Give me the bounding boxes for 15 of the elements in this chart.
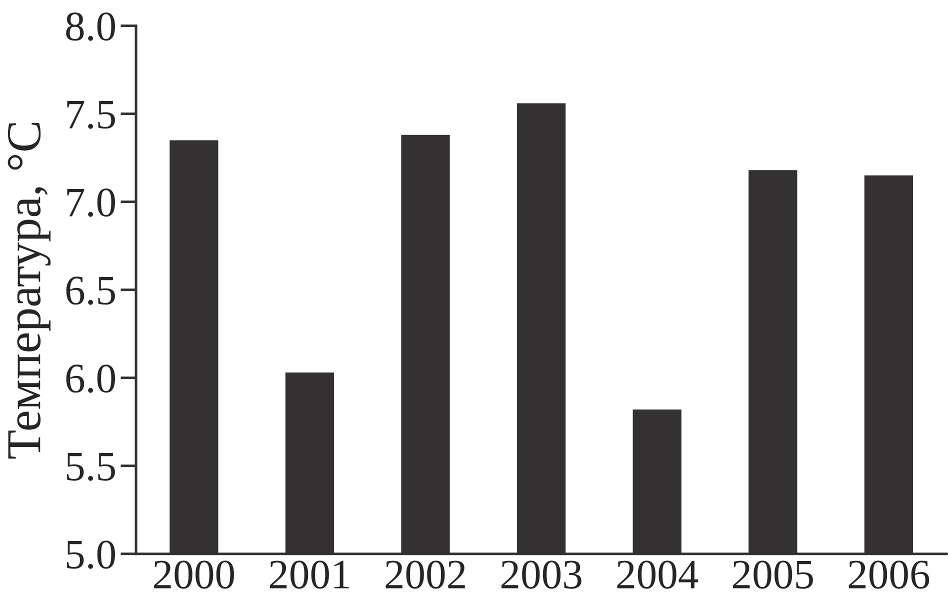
y-tick-label: 7.5 bbox=[67, 100, 115, 129]
x-tick-label: 2006 bbox=[848, 560, 930, 589]
y-axis-title: Температура, °C bbox=[8, 122, 51, 459]
y-tick-label: 7.0 bbox=[67, 188, 116, 217]
y-tick-label: 5.0 bbox=[66, 540, 116, 569]
x-tick-label: 2000 bbox=[154, 560, 234, 589]
x-tick-label: 2001 bbox=[270, 560, 349, 589]
y-tick-label: 8.0 bbox=[66, 12, 116, 41]
y-tick-label: 5.5 bbox=[66, 452, 115, 481]
x-tick-label: 2005 bbox=[733, 560, 813, 589]
y-tick-label: 6.0 bbox=[66, 364, 116, 393]
x-tick-label: 2004 bbox=[617, 560, 698, 589]
x-tick-label: 2002 bbox=[386, 560, 465, 589]
y-tick-label: 6.5 bbox=[66, 276, 115, 305]
x-tick-label: 2003 bbox=[501, 560, 582, 589]
